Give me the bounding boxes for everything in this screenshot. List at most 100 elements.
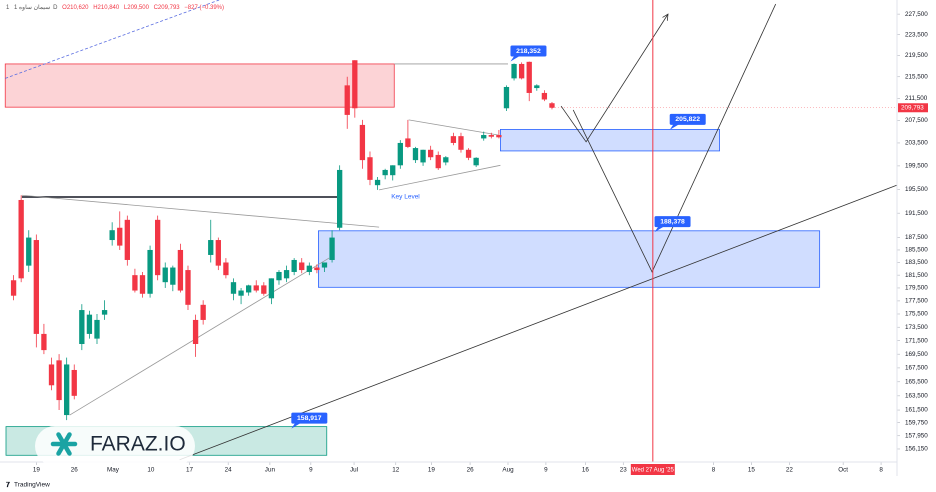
candle-body (41, 333, 47, 351)
x-tick-label: 9 (544, 467, 548, 474)
candle-body (549, 103, 555, 108)
candle-body (261, 285, 267, 294)
trend-line (5, 0, 220, 79)
y-tick-label: 156,150 (905, 446, 928, 453)
x-tick-label: 12 (392, 467, 400, 474)
candle-body (503, 86, 510, 109)
candle-body (109, 230, 115, 241)
candle-body (117, 227, 123, 246)
trend-line (179, 184, 898, 461)
candle-body (390, 165, 396, 176)
candle-body (192, 319, 199, 345)
x-tick-label: 26 (71, 467, 79, 474)
trend-line (408, 119, 499, 136)
y-tick-label: 177,500 (905, 298, 928, 305)
candle-body (101, 310, 108, 315)
candle-body (329, 237, 335, 260)
candle-body (344, 85, 350, 115)
header-interval: 1D (14, 5, 58, 11)
candle-body (496, 135, 502, 138)
y-tick-label: 187,500 (905, 234, 928, 241)
candle-body (185, 270, 191, 305)
date-marker-label: Wed 27 Aug '25 (632, 468, 675, 474)
zone (4, 63, 395, 108)
last-price-tag (898, 103, 928, 113)
y-tick-label: 171,500 (905, 337, 928, 344)
y-tick-label: 181,500 (905, 272, 928, 279)
candle-body (230, 282, 237, 294)
legend-header: 1 سیمان ساوه 1D O210,620 H210,840 L209,5… (6, 4, 227, 11)
candle-body (518, 63, 525, 79)
trend-line (21, 194, 380, 228)
header-high: H210,840 (93, 5, 120, 11)
candle-body (465, 149, 472, 158)
candle-body (420, 149, 426, 163)
y-tick-label: 185,500 (905, 247, 928, 254)
candle-body (94, 319, 100, 339)
x-tick-label: Jul (350, 467, 358, 474)
x-tick-label: Aug (502, 467, 514, 474)
y-tick-label: 169,500 (905, 351, 928, 358)
y-tick-label: 167,500 (905, 365, 928, 372)
y-tick-label: 207,500 (905, 117, 928, 124)
candle-body (18, 199, 24, 279)
candle-body (26, 237, 32, 266)
x-tick-label: 23 (620, 467, 628, 474)
y-tick-label: 161,500 (905, 407, 928, 414)
candle-body (64, 364, 70, 416)
callout-label: 188,378 (660, 218, 685, 225)
candle-body (291, 259, 297, 272)
callout-box (654, 216, 691, 228)
candle-body (374, 179, 381, 186)
candle-body (238, 290, 244, 296)
watermark: FARAZ.IO (35, 426, 195, 466)
candle-body (56, 360, 62, 401)
zone (500, 129, 720, 152)
candle-body (147, 249, 153, 294)
candle-body (48, 364, 55, 386)
y-tick-label: 157,950 (905, 432, 928, 439)
candle-body (435, 154, 441, 169)
candle-body (534, 85, 540, 89)
header-open: O210,620 (62, 5, 89, 11)
x-tick-label: Jun (265, 467, 276, 474)
candle-body (71, 369, 77, 396)
y-tick-label: 173,500 (905, 324, 928, 331)
y-tick-label: 203,500 (905, 140, 928, 147)
candle-body (382, 169, 388, 176)
candle-body (124, 219, 130, 260)
candle-body (336, 169, 343, 228)
candle-body (215, 240, 221, 266)
callout-box (669, 113, 706, 125)
candle-body (367, 157, 373, 180)
header-index: 1 (6, 5, 10, 11)
y-tick-label: 175,500 (905, 311, 928, 318)
candle-body (10, 280, 17, 296)
candle-body (283, 270, 290, 279)
candle-body (359, 124, 366, 161)
watermark-logo (50, 432, 78, 456)
x-tick-label: 24 (225, 467, 233, 474)
candle-body (511, 63, 517, 79)
plot: 227,500 223,500 219,500 215,500 211,500 207,5… (4, 0, 928, 474)
candle-body (246, 285, 252, 293)
callout-pointer (654, 226, 665, 233)
candle-body (86, 314, 93, 334)
y-tick-label: 183,500 (905, 259, 928, 266)
candle-body (526, 61, 532, 93)
trend-line (69, 257, 330, 416)
y-tick-label: 165,500 (905, 378, 928, 385)
candle-body (397, 142, 403, 166)
y-tick-label: 179,500 (905, 285, 928, 292)
candle-body (177, 249, 184, 291)
x-tick-label: 8 (712, 467, 716, 474)
candle-body (276, 271, 282, 281)
date-marker-tag (630, 464, 675, 475)
callout-box (510, 45, 547, 57)
candle-body (488, 135, 494, 137)
candle-body (427, 149, 434, 158)
candle-body (352, 60, 358, 109)
callout-pointer (669, 123, 680, 130)
candle-body (268, 278, 275, 299)
